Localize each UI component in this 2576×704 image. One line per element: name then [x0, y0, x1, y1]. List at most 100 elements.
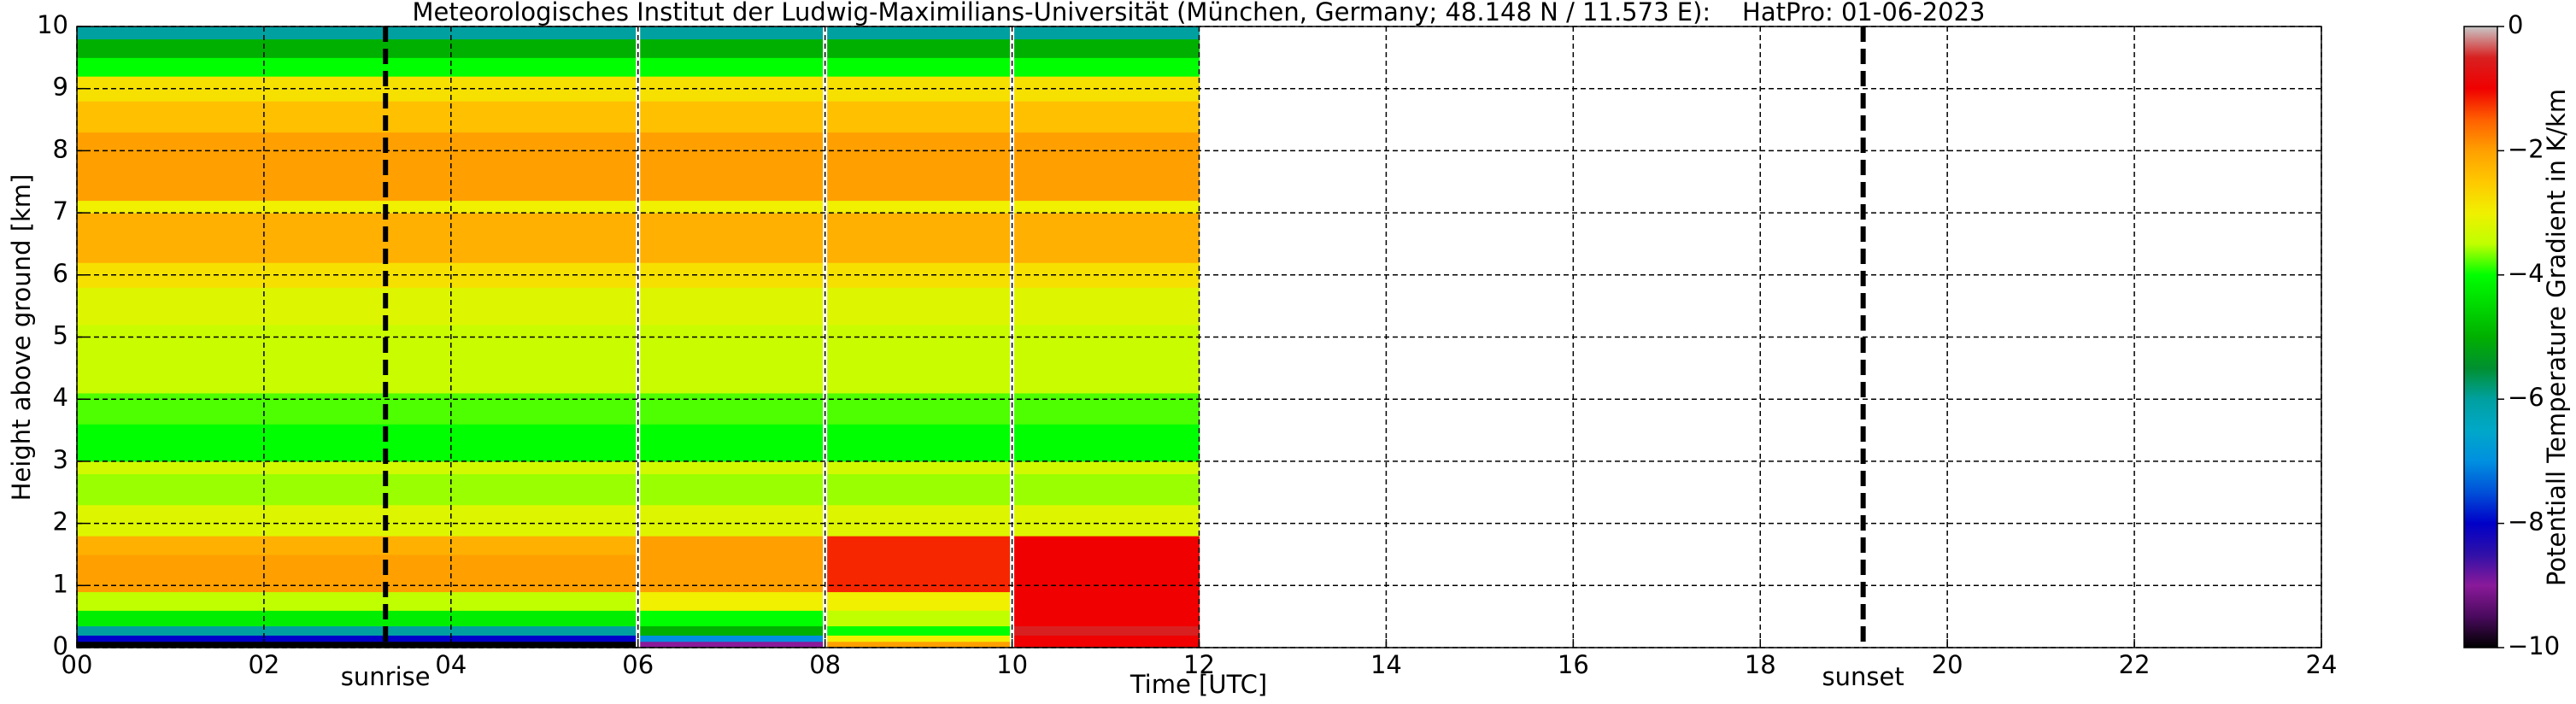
- heatmap-cell: [824, 287, 1013, 326]
- heatmap-cell: [637, 57, 826, 77]
- colorbar: [2463, 26, 2498, 648]
- colorbar-tick-label: −4: [2508, 259, 2544, 288]
- heatmap-cell: [1012, 591, 1200, 611]
- heatmap-cell: [824, 392, 1013, 425]
- heatmap-cell: [77, 473, 639, 506]
- colorbar-label: Potentiall Temperature Gradient in K/km: [2542, 89, 2571, 586]
- colorbar-tick-label: −10: [2508, 631, 2560, 660]
- x-axis-label: Time [UTC]: [1130, 670, 1267, 699]
- heatmap-cell: [637, 26, 826, 40]
- y-axis-label: Height above ground [km]: [7, 174, 36, 502]
- heatmap-cell: [1012, 38, 1200, 58]
- x-tick-label: 16: [1558, 650, 1589, 679]
- heatmap-cell: [824, 213, 1013, 263]
- heatmap-cell: [77, 26, 639, 40]
- heatmap-cell: [824, 473, 1013, 506]
- y-tick-label: 9: [53, 73, 68, 102]
- heatmap-cell: [1012, 200, 1200, 214]
- heatmap-cell: [77, 287, 639, 326]
- x-tick-label: 12: [1183, 650, 1215, 679]
- heatmap-cell: [637, 461, 826, 474]
- heatmap-cell: [637, 392, 826, 425]
- heatmap-cell: [77, 57, 639, 77]
- heatmap-cell: [1012, 635, 1200, 642]
- heatmap-cell: [824, 591, 1013, 611]
- colorbar-tick-label: −8: [2508, 507, 2544, 537]
- heatmap-cell: [77, 610, 639, 627]
- heatmap-cell: [637, 132, 826, 202]
- heatmap-cell: [824, 57, 1013, 77]
- x-tick-label: 00: [62, 650, 93, 679]
- y-tick-label: 3: [53, 445, 68, 474]
- heatmap-cell: [77, 101, 639, 133]
- heatmap-cell: [1012, 610, 1200, 627]
- heatmap-cell: [637, 200, 826, 214]
- x-tick-label: 24: [2306, 650, 2338, 679]
- heatmap-cell: [1012, 287, 1200, 326]
- heatmap-cell: [824, 200, 1013, 214]
- y-tick-label: 10: [37, 10, 68, 39]
- heatmap-cell: [1012, 132, 1200, 202]
- heatmap-cell: [77, 625, 639, 636]
- heatmap-cell: [1012, 57, 1200, 77]
- plot-frame: [76, 26, 2322, 648]
- heatmap-cell: [637, 635, 826, 642]
- heatmap-cell: [637, 536, 826, 555]
- heatmap-cell: [77, 424, 639, 462]
- heatmap-cell: [824, 132, 1013, 202]
- event-label: sunset: [1822, 662, 1904, 691]
- y-tick-label: 6: [53, 259, 68, 288]
- y-tick-label: 2: [53, 507, 68, 537]
- heatmap-cell: [77, 38, 639, 58]
- heatmap-cell: [1012, 473, 1200, 506]
- heatmap-cell: [824, 26, 1013, 40]
- heatmap-cell: [77, 641, 639, 648]
- x-tick-label: 22: [2119, 650, 2151, 679]
- heatmap-cell: [824, 641, 1013, 648]
- heatmap-cell: [77, 132, 639, 202]
- heatmap-cell: [77, 76, 639, 102]
- heatmap-cell: [77, 504, 639, 537]
- heatmap-cell: [637, 424, 826, 462]
- y-tick-label: 4: [53, 383, 68, 412]
- heatmap-cell: [77, 324, 639, 394]
- heatmap-cell: [824, 101, 1013, 133]
- colorbar-tick-label: 0: [2508, 10, 2523, 39]
- heatmap-cell: [824, 625, 1013, 636]
- heatmap-cell: [1012, 536, 1200, 555]
- heatmap-cell: [1012, 424, 1200, 462]
- heatmap-cell: [824, 424, 1013, 462]
- event-label: sunrise: [341, 662, 431, 691]
- heatmap-cell: [637, 625, 826, 636]
- heatmap-cell: [77, 554, 639, 593]
- heatmap-cell: [824, 38, 1013, 58]
- heatmap-cell: [1012, 461, 1200, 474]
- heatmap-cell: [77, 200, 639, 214]
- heatmap-cell: [77, 591, 639, 611]
- heatmap-cell: [77, 262, 639, 288]
- y-tick-label: 7: [53, 197, 68, 226]
- heatmap-cell: [637, 591, 826, 611]
- heatmap-cell: [824, 635, 1013, 642]
- heatmap-cell: [1012, 324, 1200, 394]
- y-tick-label: 8: [53, 134, 68, 163]
- heatmap-cell: [824, 461, 1013, 474]
- heatmap-cell: [1012, 641, 1200, 648]
- heatmap-cell: [77, 392, 639, 425]
- x-tick-label: 20: [1932, 650, 1963, 679]
- heatmap-cell: [1012, 504, 1200, 537]
- heatmap-cell: [637, 610, 826, 627]
- x-tick-label: 02: [248, 650, 279, 679]
- heatmap-cell: [77, 536, 639, 555]
- x-tick-label: 06: [622, 650, 654, 679]
- heatmap-cell: [1012, 101, 1200, 133]
- heatmap-cell: [1012, 213, 1200, 263]
- x-tick-label: 04: [435, 650, 466, 679]
- heatmap-cell: [637, 641, 826, 648]
- heatmap-cell: [824, 610, 1013, 627]
- heatmap-cell: [637, 324, 826, 394]
- heatmap-cell: [1012, 392, 1200, 425]
- heatmap-cell: [824, 324, 1013, 394]
- chart-title: Meteorologisches Institut der Ludwig-Max…: [412, 0, 1985, 26]
